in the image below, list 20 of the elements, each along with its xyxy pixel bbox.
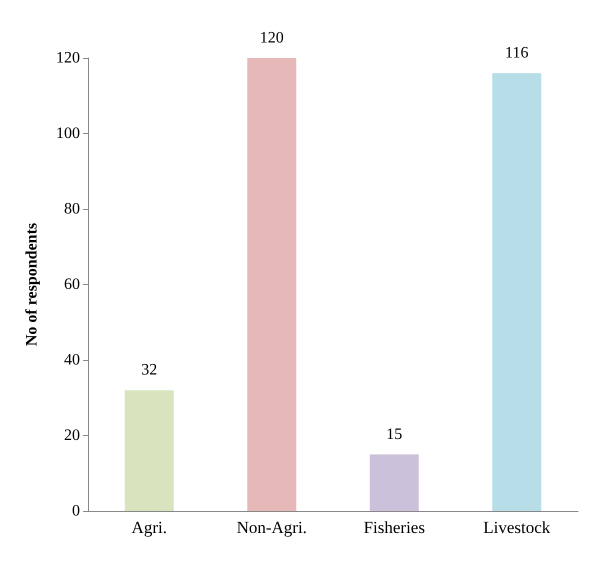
y-axis-title: No of respondents bbox=[24, 222, 40, 346]
y-tick-label: 80 bbox=[64, 200, 80, 218]
bar bbox=[370, 454, 419, 511]
y-tick-label: 40 bbox=[64, 352, 80, 368]
x-tick-label: Non-Agri. bbox=[236, 518, 307, 537]
data-label: 15 bbox=[386, 426, 402, 443]
data-label: 32 bbox=[141, 362, 158, 379]
x-tick-label: Agri. bbox=[132, 518, 167, 537]
data-label: 120 bbox=[260, 30, 284, 46]
y-tick-label: 100 bbox=[56, 125, 80, 142]
bar bbox=[124, 390, 174, 511]
y-tick-label: 0 bbox=[72, 502, 80, 520]
y-tick-label: 20 bbox=[64, 427, 80, 444]
x-tick-label: Livestock bbox=[483, 518, 551, 537]
bar bbox=[247, 58, 296, 511]
data-label: 116 bbox=[505, 44, 528, 62]
y-tick-label: 60 bbox=[64, 276, 80, 293]
bar bbox=[492, 73, 542, 511]
x-tick-label: Fisheries bbox=[364, 518, 425, 537]
y-tick-label: 120 bbox=[56, 50, 80, 66]
